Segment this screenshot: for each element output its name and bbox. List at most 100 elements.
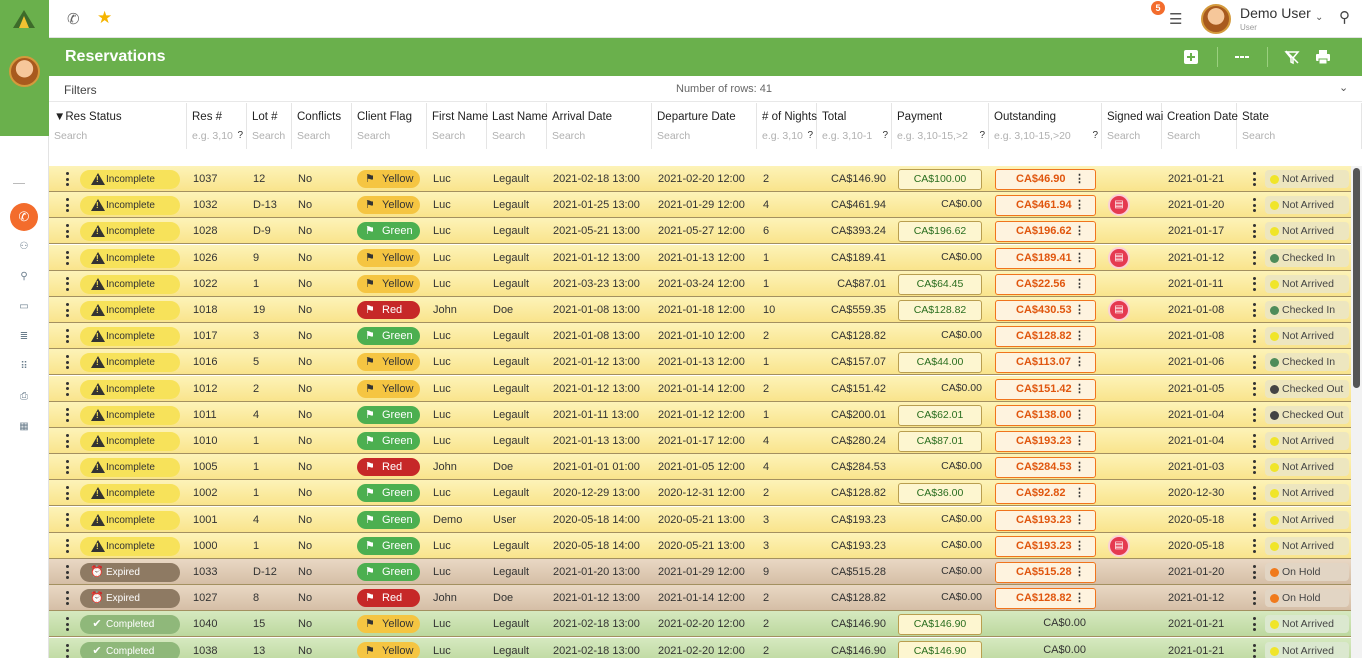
column-filter-input[interactable]: Search	[1107, 130, 1141, 142]
payment-amount[interactable]: CA$146.90	[898, 640, 982, 658]
row-menu-icon[interactable]	[1250, 198, 1258, 213]
table-row[interactable]: Incomplete 1011 4 No ⚑Green Luc Legault …	[49, 401, 1351, 428]
column-label[interactable]: First Name	[432, 111, 489, 123]
print-icon[interactable]	[1312, 46, 1334, 68]
column-filter-input[interactable]: e.g. 3,10-1	[822, 130, 873, 142]
row-menu-icon[interactable]	[63, 172, 71, 186]
state-badge[interactable]: Not Arrived	[1265, 536, 1349, 555]
column-filter-input[interactable]: Search	[54, 130, 88, 142]
column-label[interactable]: ▼Res Status	[54, 111, 122, 123]
more-icon[interactable]: ⋮	[1074, 199, 1085, 212]
database-icon[interactable]: ≣	[19, 330, 29, 342]
row-menu-icon[interactable]	[1250, 329, 1258, 344]
state-badge[interactable]: On Hold	[1265, 589, 1349, 608]
monitor-icon[interactable]: ▭	[19, 300, 29, 312]
help-icon[interactable]: ?	[882, 130, 888, 141]
column-filter-input[interactable]: e.g. 3,10-15,>20	[994, 130, 1071, 142]
row-menu-icon[interactable]	[63, 486, 71, 501]
column-header[interactable]: Creation Date Search	[1162, 103, 1238, 149]
column-header[interactable]: Departure Date Search	[652, 103, 757, 149]
state-badge[interactable]: Not Arrived	[1265, 222, 1349, 241]
column-header[interactable]: Outstanding e.g. 3,10-15,>20 ?	[989, 103, 1102, 149]
column-header[interactable]: State Search	[1237, 103, 1362, 149]
more-icon[interactable]: ⋮	[1074, 277, 1085, 290]
state-badge[interactable]: Not Arrived	[1265, 615, 1349, 634]
state-badge[interactable]: Not Arrived	[1265, 196, 1349, 215]
phone-icon[interactable]: ✆	[10, 203, 38, 231]
table-row[interactable]: ⏰ Expired 1027 8 No ⚑ Red John Doe 2021-01…	[49, 585, 1351, 612]
state-badge[interactable]: Not Arrived	[1265, 458, 1349, 477]
row-menu-icon[interactable]	[1250, 434, 1258, 448]
outstanding-amount[interactable]: CA$515.28 ⋮	[995, 562, 1096, 583]
column-label[interactable]: Payment	[897, 111, 943, 123]
more-icon[interactable]: ⋮	[1074, 461, 1085, 474]
table-row[interactable]: Incomplete 1018 19 No ⚑Red John Doe 2021…	[49, 297, 1351, 323]
phone-icon[interactable]: ✆	[67, 11, 80, 28]
outstanding-amount[interactable]: CA$128.82 ⋮	[995, 588, 1096, 610]
column-header[interactable]: First Name Search	[427, 103, 489, 149]
row-menu-icon[interactable]	[63, 643, 71, 658]
more-icon[interactable]: ⋮	[1074, 539, 1085, 552]
column-header[interactable]: ▼Res Status Search	[49, 103, 187, 149]
table-row[interactable]: Incomplete 1037 12 No ⚑Yellow Luc Legaul…	[49, 166, 1351, 192]
table-row[interactable]: Incomplete 1017 3 No ⚑Green Luc Legault …	[49, 323, 1351, 350]
signed-waiver-icon[interactable]: ▤	[1108, 534, 1130, 557]
more-icon[interactable]: ⋮	[1074, 408, 1085, 421]
column-filter-input[interactable]: e.g. 3,10	[762, 130, 803, 142]
table-row[interactable]: Incomplete 1012 2 No ⚑Yellow Luc Legault…	[49, 375, 1351, 402]
column-header[interactable]: Last Name Search	[487, 103, 548, 149]
column-header[interactable]: Arrival Date Search	[547, 103, 652, 149]
state-badge[interactable]: Checked Out	[1265, 379, 1349, 398]
help-icon[interactable]: ?	[1092, 130, 1098, 141]
help-icon[interactable]: ?	[237, 130, 243, 141]
chevron-down-icon[interactable]: ⌄	[1315, 12, 1324, 23]
payment-amount[interactable]: CA$62.01	[898, 404, 982, 426]
more-icon[interactable]: ⋮	[1074, 566, 1085, 578]
state-badge[interactable]: Not Arrived	[1265, 274, 1349, 293]
state-badge[interactable]: Checked In	[1265, 248, 1349, 267]
tent-logo-icon[interactable]	[12, 9, 36, 29]
row-menu-icon[interactable]	[63, 460, 71, 475]
row-menu-icon[interactable]	[1250, 617, 1258, 632]
table-row[interactable]: Incomplete 1032 D-13 No ⚑Yellow Luc Lega…	[49, 192, 1351, 219]
table-row[interactable]: ✔ Completed 1040 15 No ⚑ Yellow Luc Legaul…	[49, 611, 1351, 638]
column-label[interactable]: State	[1242, 111, 1269, 123]
column-label[interactable]: Last Name	[492, 111, 548, 123]
table-row[interactable]: Incomplete 1016 5 No ⚑Yellow Luc Legault…	[49, 349, 1351, 376]
column-label[interactable]: Arrival Date	[552, 111, 613, 123]
users-icon[interactable]: ⚇	[19, 240, 29, 252]
sidebar-avatar[interactable]	[9, 56, 40, 87]
row-menu-icon[interactable]	[63, 355, 71, 370]
payment-amount[interactable]: CA$128.82	[898, 300, 982, 321]
payment-amount[interactable]: CA$64.45	[898, 273, 982, 295]
table-row[interactable]: ⏰ Expired 1033 D-12 No ⚑ Green Luc Legault…	[49, 559, 1351, 585]
more-icon[interactable]: ⋮	[1074, 225, 1085, 238]
outstanding-amount[interactable]: CA$92.82 ⋮	[995, 483, 1096, 505]
table-row[interactable]: ✔ Completed 1038 13 No ⚑ Yellow Luc Legaul…	[49, 637, 1351, 658]
state-badge[interactable]: Checked Out	[1265, 405, 1349, 424]
row-menu-icon[interactable]	[1250, 512, 1258, 527]
row-menu-icon[interactable]	[63, 591, 71, 606]
column-header[interactable]: Client Flag Search	[352, 103, 427, 149]
row-menu-icon[interactable]	[1250, 538, 1258, 553]
outstanding-amount[interactable]: CA$46.90 ⋮	[995, 169, 1096, 190]
column-filter-input[interactable]: Search	[432, 130, 466, 142]
outstanding-amount[interactable]: CA$193.23 ⋮	[995, 431, 1096, 452]
column-header[interactable]: Res # e.g. 3,10 ?	[187, 103, 247, 149]
more-icon[interactable]: ⋮	[1074, 592, 1085, 605]
row-menu-icon[interactable]	[63, 224, 71, 239]
payment-amount[interactable]: CA$44.00	[898, 352, 982, 374]
more-icon[interactable]: ⋮	[1074, 487, 1085, 500]
row-menu-icon[interactable]	[1250, 591, 1258, 606]
outstanding-amount[interactable]: CA$189.41 ⋮	[995, 247, 1096, 269]
row-menu-icon[interactable]	[1250, 643, 1258, 658]
column-filter-input[interactable]: e.g. 3,10-15,>2	[897, 130, 968, 142]
column-label[interactable]: Total	[822, 111, 847, 123]
row-menu-icon[interactable]	[63, 538, 71, 553]
column-header[interactable]: Conflicts Search	[292, 103, 352, 149]
scrollbar-thumb[interactable]	[1353, 168, 1360, 388]
outstanding-amount[interactable]: CA$128.82 ⋮	[995, 326, 1096, 348]
column-filter-input[interactable]: Search	[1242, 130, 1276, 142]
outstanding-amount[interactable]: CA$196.62 ⋮	[995, 221, 1096, 243]
row-menu-icon[interactable]	[63, 617, 71, 632]
